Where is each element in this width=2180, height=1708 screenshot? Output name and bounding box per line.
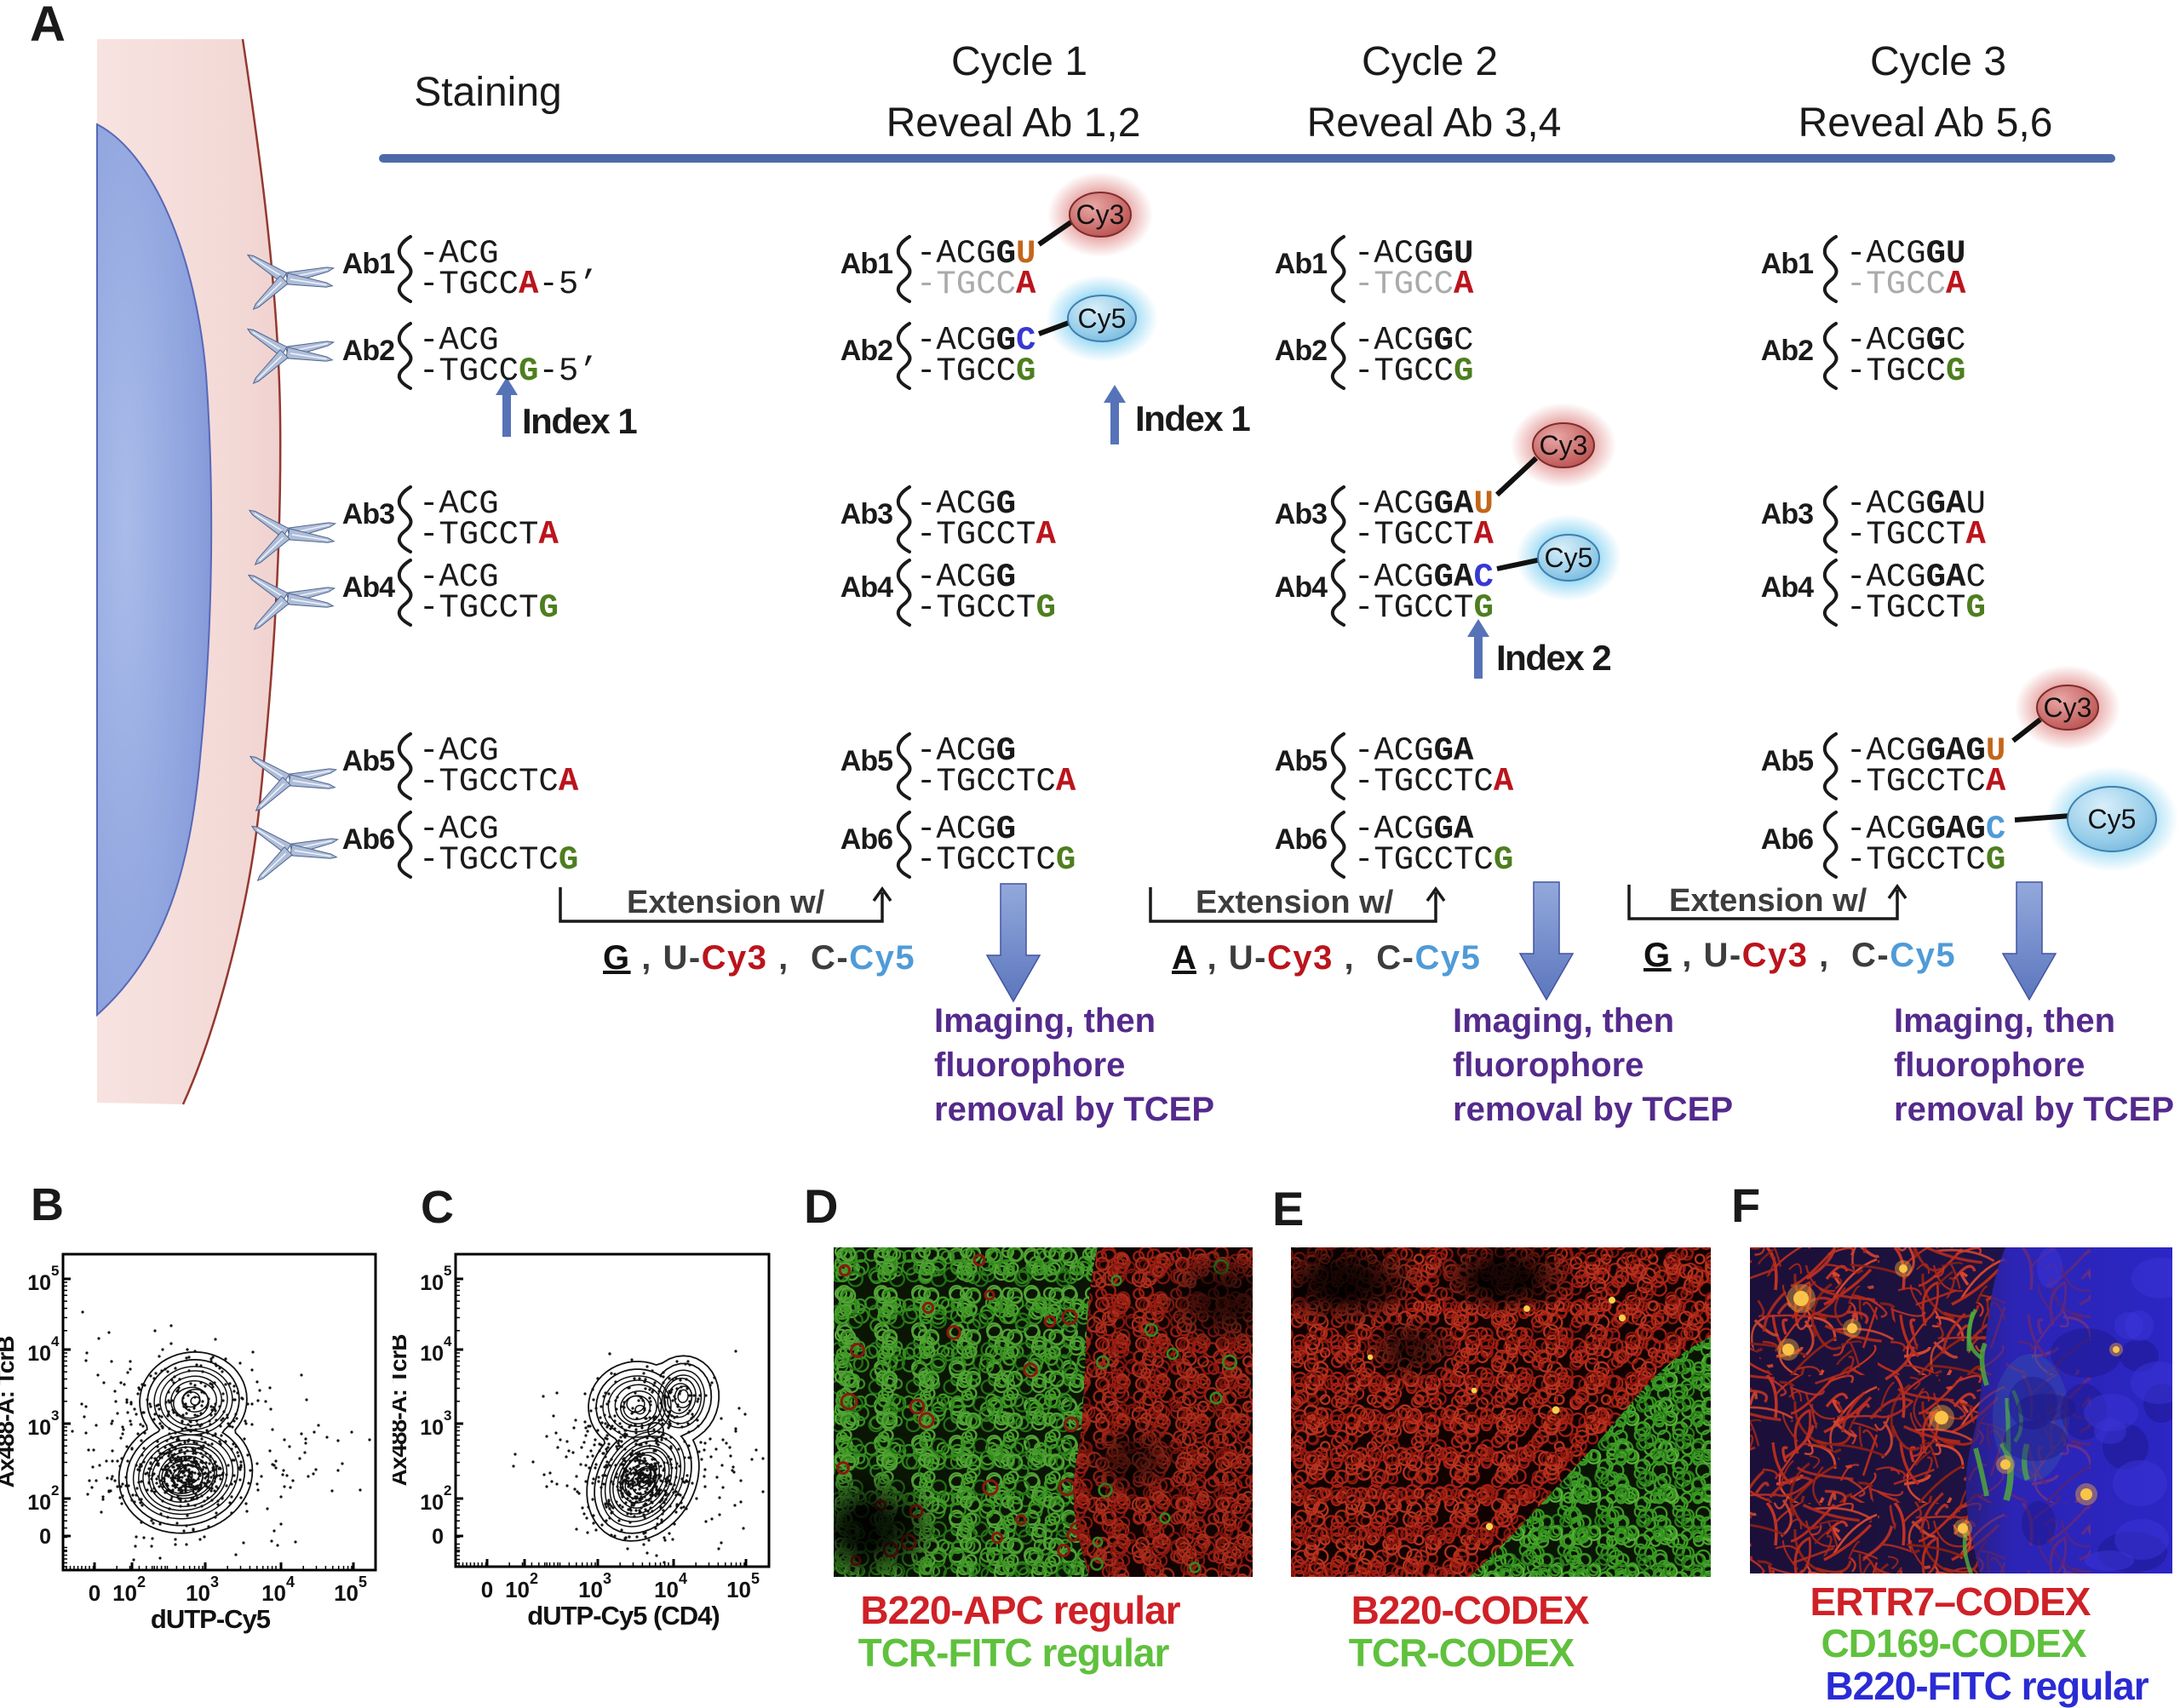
svg-text:10: 10	[505, 1577, 530, 1602]
svg-text:10: 10	[420, 1271, 444, 1295]
svg-text:10: 10	[186, 1580, 210, 1606]
svg-text:0: 0	[481, 1577, 493, 1602]
svg-text:10: 10	[27, 1491, 51, 1515]
svg-text:5: 5	[751, 1570, 760, 1587]
svg-text:0: 0	[89, 1580, 100, 1606]
svg-text:Cy3: Cy3	[1540, 430, 1588, 461]
svg-text:0: 0	[432, 1525, 444, 1549]
svg-text:2: 2	[530, 1570, 538, 1587]
svg-text:10: 10	[420, 1416, 444, 1440]
svg-text:Cy3: Cy3	[2044, 692, 2092, 723]
svg-text:10: 10	[27, 1342, 51, 1366]
svg-text:10: 10	[261, 1580, 286, 1606]
svg-text:2: 2	[137, 1573, 146, 1591]
svg-text:10: 10	[27, 1416, 51, 1440]
svg-text:4: 4	[51, 1333, 60, 1350]
svg-text:10: 10	[112, 1580, 137, 1606]
svg-text:4: 4	[679, 1570, 687, 1587]
svg-text:0: 0	[39, 1525, 51, 1549]
svg-text:3: 3	[51, 1407, 59, 1424]
svg-text:Cy5: Cy5	[1545, 542, 1593, 573]
svg-text:2: 2	[444, 1482, 451, 1499]
svg-text:10: 10	[726, 1577, 751, 1602]
svg-text:5: 5	[444, 1263, 451, 1279]
svg-text:Cy3: Cy3	[1076, 199, 1125, 230]
svg-text:Ax488-A: TcrB: Ax488-A: TcrB	[0, 1337, 19, 1488]
svg-text:10: 10	[334, 1580, 359, 1606]
svg-text:4: 4	[444, 1333, 452, 1350]
svg-text:10: 10	[27, 1271, 51, 1295]
svg-text:3: 3	[603, 1570, 611, 1587]
svg-text:Cy5: Cy5	[1078, 303, 1127, 334]
svg-text:dUTP-Cy5 (CD4): dUTP-Cy5 (CD4)	[527, 1601, 719, 1631]
svg-text:4: 4	[286, 1573, 295, 1591]
svg-text:5: 5	[359, 1573, 367, 1591]
svg-text:3: 3	[444, 1407, 451, 1424]
svg-text:Cy5: Cy5	[2088, 804, 2137, 834]
svg-text:3: 3	[210, 1573, 219, 1591]
svg-text:Ax488-A: TcrB: Ax488-A: TcrB	[393, 1335, 411, 1487]
svg-text:10: 10	[420, 1342, 444, 1366]
svg-text:10: 10	[654, 1577, 679, 1602]
svg-text:10: 10	[578, 1577, 603, 1602]
svg-text:5: 5	[51, 1263, 59, 1279]
svg-text:10: 10	[420, 1491, 444, 1515]
svg-text:dUTP-Cy5: dUTP-Cy5	[151, 1604, 271, 1634]
svg-text:2: 2	[51, 1482, 59, 1499]
